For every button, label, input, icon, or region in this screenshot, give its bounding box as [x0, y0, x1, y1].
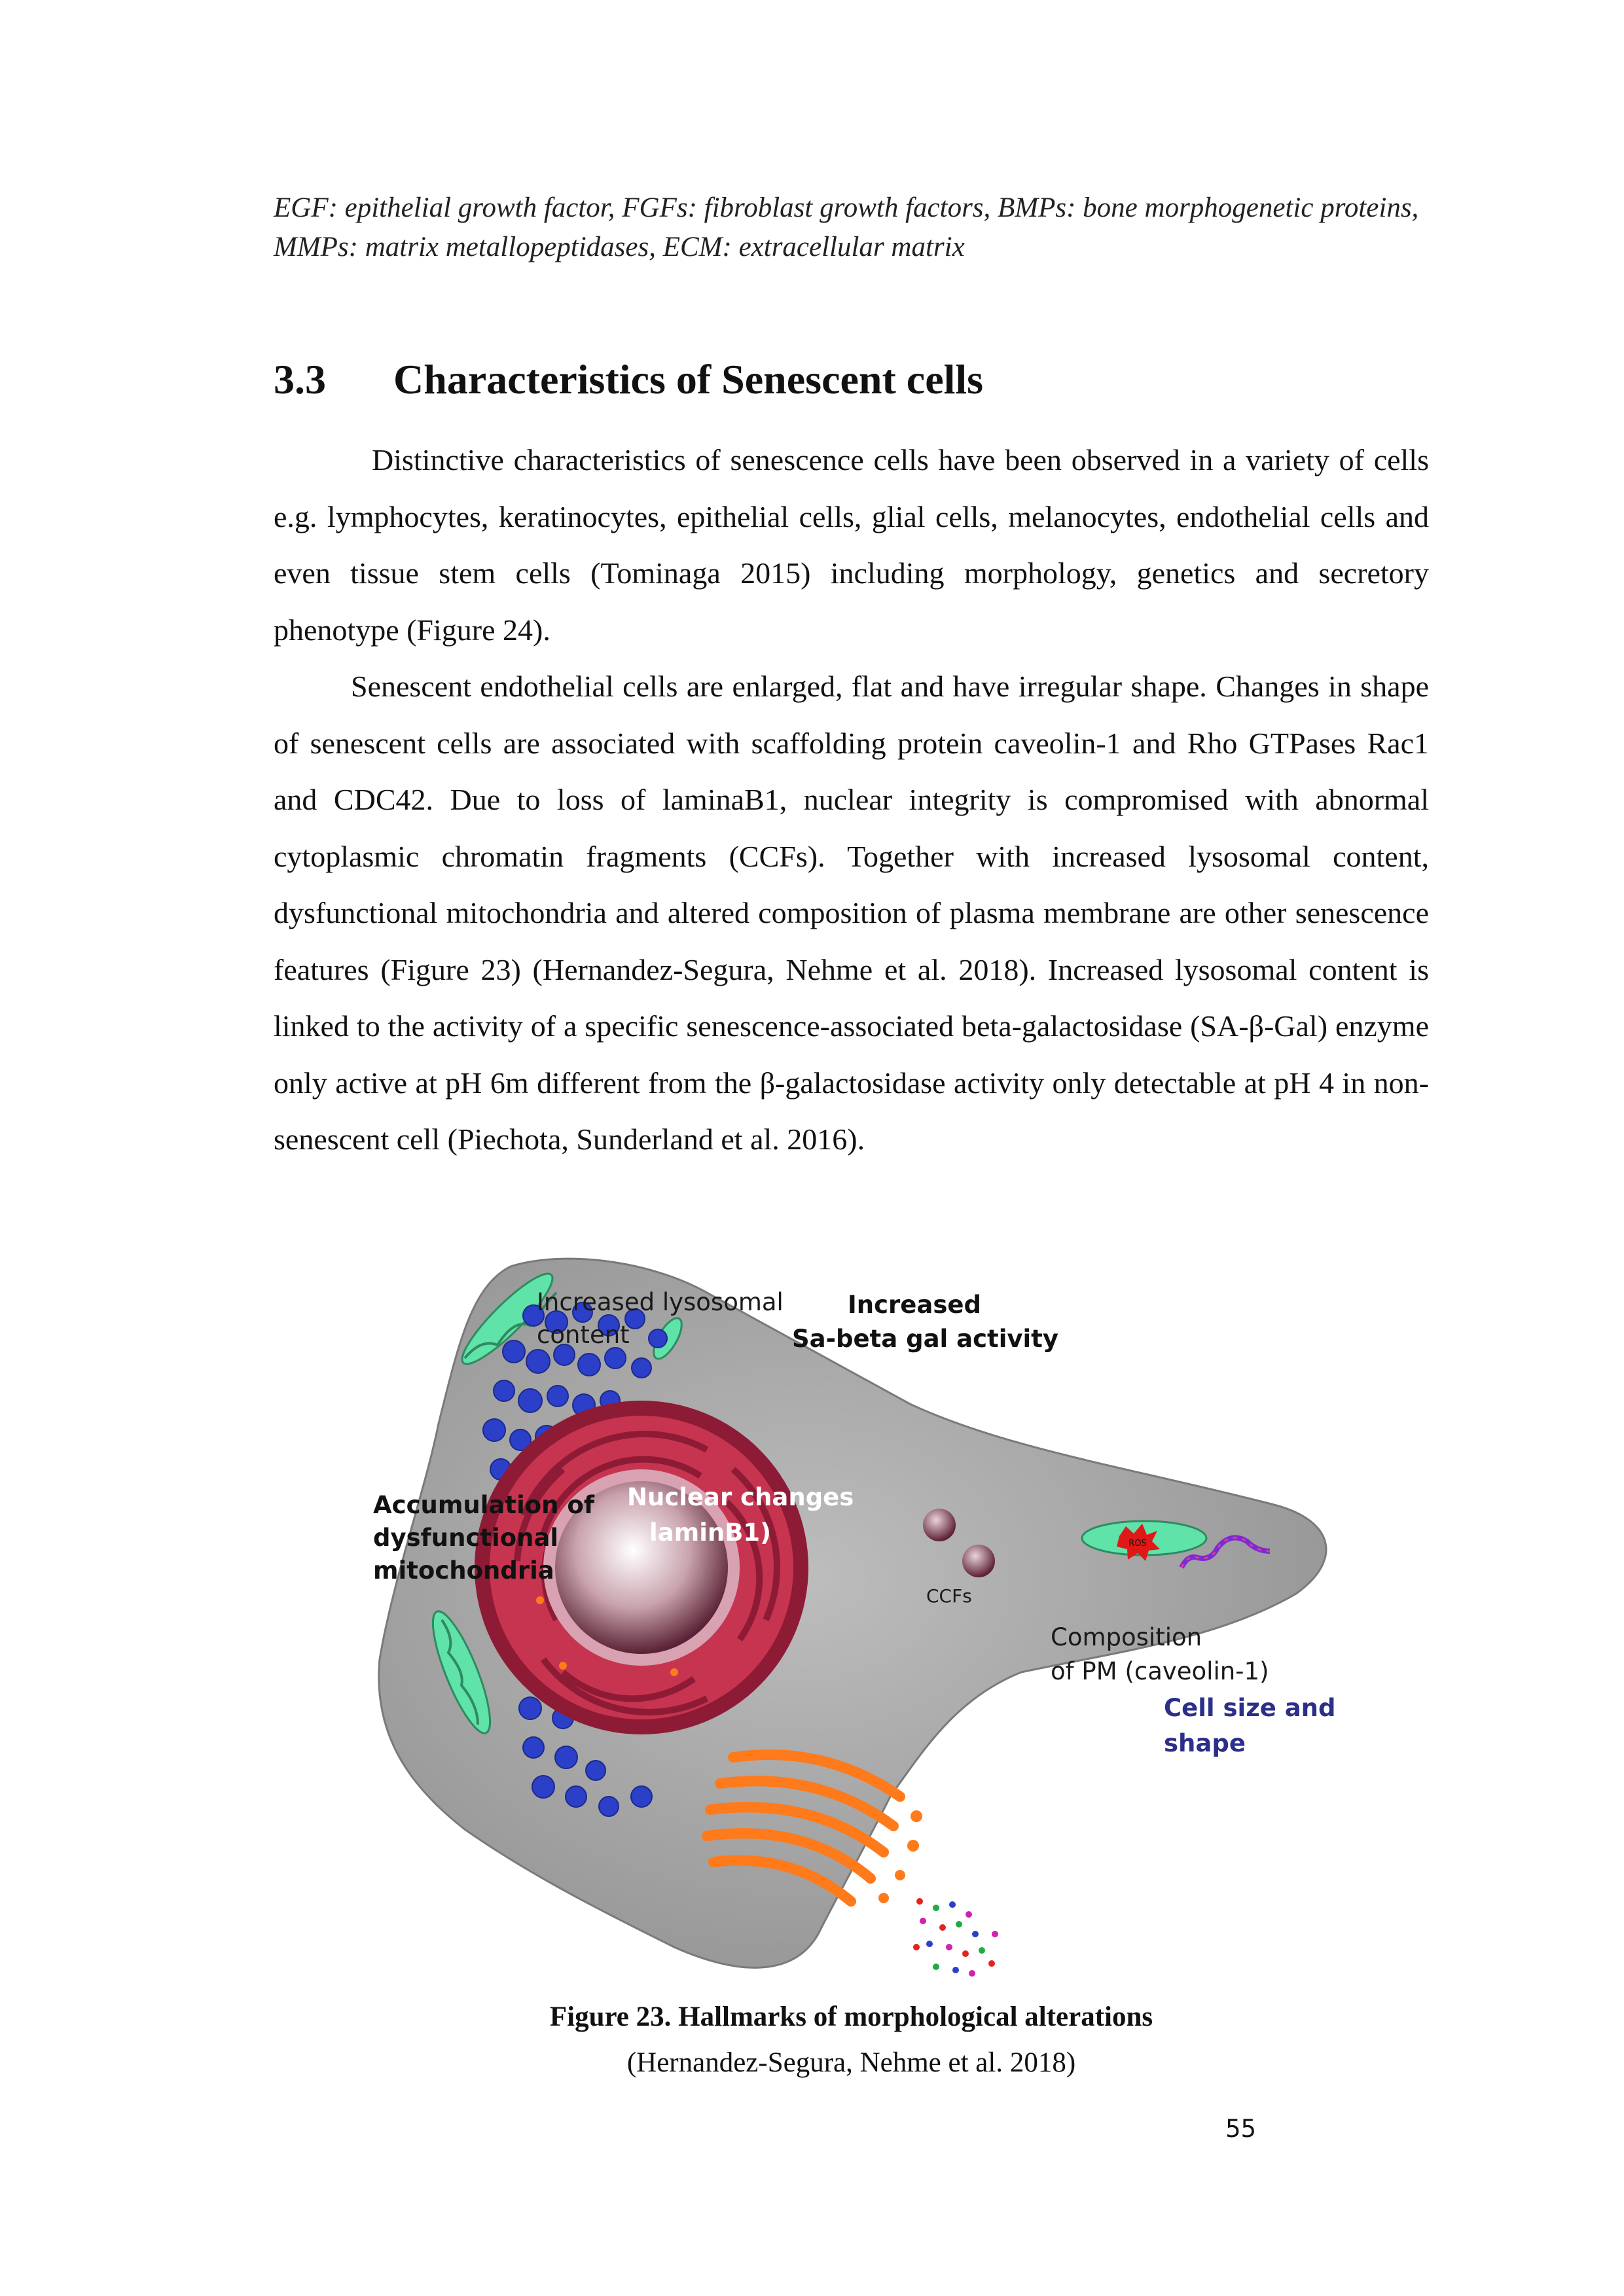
label-pm-1: Composition — [1051, 1623, 1202, 1651]
label-lysosomal-2: content — [537, 1321, 630, 1349]
label-lysosomal-1: Increased lysosomal — [537, 1288, 784, 1316]
figure-caption-source: (Hernandez-Segura, Nehme et al. 2018) — [626, 2047, 1076, 2078]
label-nuclear-1: Nuclear changes — [627, 1483, 854, 1511]
mitochondria-group: ROS — [431, 1272, 1208, 1734]
label-sabgal-1: Increased — [848, 1291, 981, 1319]
paragraph-1: Distinctive characteristics of senescenc… — [274, 443, 1429, 647]
page-number: 55 — [1225, 2115, 1257, 2143]
nucleus — [475, 1401, 808, 1734]
label-size-1: Cell size and — [1164, 1694, 1336, 1722]
section-number: 3.3 — [274, 356, 326, 403]
paragraph-2: Senescent endothelial cells are enlarged… — [274, 670, 1429, 1156]
label-pm-2: of PM (caveolin-1) — [1051, 1657, 1269, 1685]
figure-caption-title: Figure 23. Hallmarks of morphological al… — [549, 2001, 1153, 2032]
label-size-2: shape — [1164, 1729, 1246, 1757]
senescent-cell-illustration: ROS — [378, 1257, 1327, 1977]
ros-label: ROS — [1128, 1539, 1147, 1549]
figure-abbreviations-note: EGF: epithelial growth factor, FGFs: fib… — [274, 192, 1419, 262]
label-nuclear-2: laminB1) — [649, 1518, 772, 1547]
ccf-particle — [923, 1509, 956, 1541]
ccf-particle — [962, 1545, 995, 1577]
section-title: Characteristics of Senescent cells — [393, 356, 984, 403]
golgi-apparatus — [702, 1749, 922, 1907]
label-mito-2: dysfunctional — [373, 1524, 559, 1552]
senescent-cell-figure: ROS — [367, 1253, 1348, 1993]
label-mito-3: mitochondria — [373, 1556, 554, 1585]
label-sabgal-2: Sa-beta gal activity — [792, 1325, 1058, 1353]
secreted-factors-dots — [913, 1898, 998, 1977]
section-heading: 3.3 Characteristics of Senescent cells — [274, 353, 1432, 406]
label-ccfs: CCFs — [926, 1585, 972, 1607]
label-mito-1: Accumulation of — [373, 1491, 594, 1519]
